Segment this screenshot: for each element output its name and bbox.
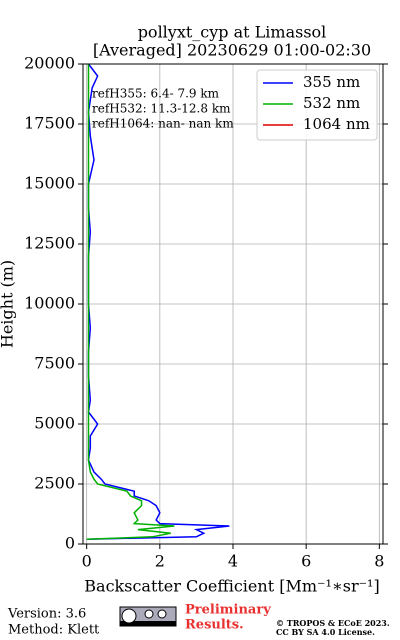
y-tick-label: 0	[65, 534, 75, 553]
x-tick-label: 4	[228, 552, 238, 571]
method: Method: Klett	[8, 623, 100, 638]
copyright: © TROPOS & ECoE 2023.	[276, 618, 390, 628]
cc-logo	[119, 606, 177, 627]
preliminary: Results.	[185, 618, 244, 633]
plot-frame	[82, 63, 384, 545]
annotation: refH355: 6.4- 7.9 km	[92, 87, 220, 101]
legend-box	[256, 69, 378, 141]
copyright: CC BY SA 4.0 License.	[276, 627, 375, 637]
version: Version: 3.6	[7, 607, 86, 622]
y-tick-label: 17500	[24, 114, 75, 133]
legend-label: 355 nm	[303, 73, 360, 91]
x-tick-label: 2	[155, 552, 165, 571]
line-series	[86, 63, 230, 540]
annotation: refH532: 11.3-12.8 km	[92, 102, 231, 116]
y-tick-label: 2500	[34, 474, 75, 493]
x-tick-label: 6	[301, 552, 311, 571]
line-series	[86, 64, 175, 540]
x-tick-label: 0	[82, 552, 92, 571]
legend-label: 1064 nm	[303, 115, 370, 133]
y-tick-label: 20000	[24, 54, 75, 73]
y-tick-label: 12500	[24, 234, 75, 253]
preliminary: Preliminary	[185, 603, 271, 618]
legend-label: 532 nm	[303, 94, 360, 112]
annotation: refH1064: nan- nan km	[92, 117, 234, 131]
x-tick-label: 8	[374, 552, 384, 571]
x-axis-label: Backscatter Coefficient [Mm⁻¹∗sr⁻¹]	[84, 577, 379, 596]
y-tick-label: 7500	[34, 354, 75, 373]
y-tick-label: 10000	[24, 294, 75, 313]
chart-title: pollyxt_cyp at Limassol	[138, 23, 327, 42]
y-tick-label: 5000	[34, 414, 75, 433]
chart-subtitle: [Averaged] 20230629 01:00-02:30	[93, 41, 371, 60]
y-tick-label: 15000	[24, 174, 75, 193]
y-axis-label: Height (m)	[0, 260, 17, 348]
